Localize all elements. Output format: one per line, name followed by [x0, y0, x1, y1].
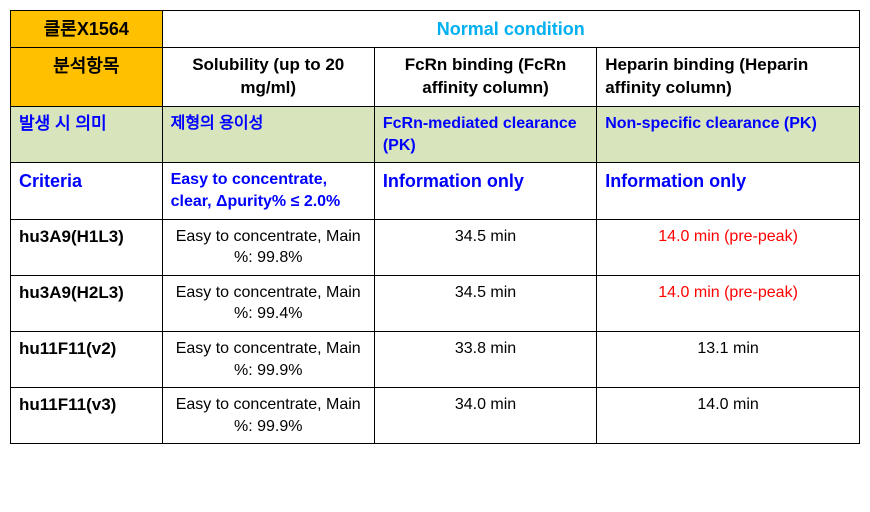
- data-row: hu11F11(v2) Easy to concentrate, Main %:…: [11, 331, 860, 387]
- data-row: hu3A9(H1L3) Easy to concentrate, Main %:…: [11, 219, 860, 275]
- meaning-solubility: 제형의 용이성: [162, 107, 374, 163]
- heparin-value: 14.0 min (pre-peak): [658, 228, 798, 245]
- row-heparin: 14.0 min (pre-peak): [597, 275, 860, 331]
- heparin-value: 14.0 min (pre-peak): [658, 284, 798, 301]
- header-row-2: 분석항목 Solubility (up to 20 mg/ml) FcRn bi…: [11, 48, 860, 107]
- row-heparin: 13.1 min: [597, 331, 860, 387]
- row-fcrn: 33.8 min: [374, 331, 596, 387]
- criteria-heparin: Information only: [597, 163, 860, 219]
- meaning-row: 발생 시 의미 제형의 용이성 FcRn-mediated clearance …: [11, 107, 860, 163]
- meaning-label: 발생 시 의미: [11, 107, 163, 163]
- row-heparin: 14.0 min: [597, 388, 860, 444]
- analysis-table: 클론X1564 Normal condition 분석항목 Solubility…: [10, 10, 860, 444]
- row-solubility: Easy to concentrate, Main %: 99.9%: [162, 388, 374, 444]
- heparin-value: 13.1 min: [697, 340, 758, 357]
- criteria-label: Criteria: [11, 163, 163, 219]
- row-name: hu3A9(H2L3): [11, 275, 163, 331]
- meaning-heparin: Non-specific clearance (PK): [597, 107, 860, 163]
- criteria-fcrn: Information only: [374, 163, 596, 219]
- criteria-row: Criteria Easy to concentrate, clear, Δpu…: [11, 163, 860, 219]
- condition-header: Normal condition: [162, 11, 859, 48]
- data-row: hu11F11(v3) Easy to concentrate, Main %:…: [11, 388, 860, 444]
- row-fcrn: 34.5 min: [374, 275, 596, 331]
- row-heparin: 14.0 min (pre-peak): [597, 219, 860, 275]
- heparin-value: 14.0 min: [697, 396, 758, 413]
- col-fcrn: FcRn binding (FcRn affinity column): [374, 48, 596, 107]
- row-name: hu3A9(H1L3): [11, 219, 163, 275]
- analysis-label: 분석항목: [11, 48, 163, 107]
- clone-label: 클론X1564: [11, 11, 163, 48]
- col-solubility: Solubility (up to 20 mg/ml): [162, 48, 374, 107]
- row-solubility: Easy to concentrate, Main %: 99.9%: [162, 331, 374, 387]
- row-fcrn: 34.5 min: [374, 219, 596, 275]
- data-row: hu3A9(H2L3) Easy to concentrate, Main %:…: [11, 275, 860, 331]
- meaning-fcrn: FcRn-mediated clearance (PK): [374, 107, 596, 163]
- row-name: hu11F11(v3): [11, 388, 163, 444]
- row-solubility: Easy to concentrate, Main %: 99.8%: [162, 219, 374, 275]
- header-row-1: 클론X1564 Normal condition: [11, 11, 860, 48]
- col-heparin: Heparin binding (Heparin affinity column…: [597, 48, 860, 107]
- row-fcrn: 34.0 min: [374, 388, 596, 444]
- row-name: hu11F11(v2): [11, 331, 163, 387]
- criteria-solubility: Easy to concentrate, clear, Δpurity% ≤ 2…: [162, 163, 374, 219]
- condition-text: Normal condition: [437, 19, 585, 39]
- row-solubility: Easy to concentrate, Main %: 99.4%: [162, 275, 374, 331]
